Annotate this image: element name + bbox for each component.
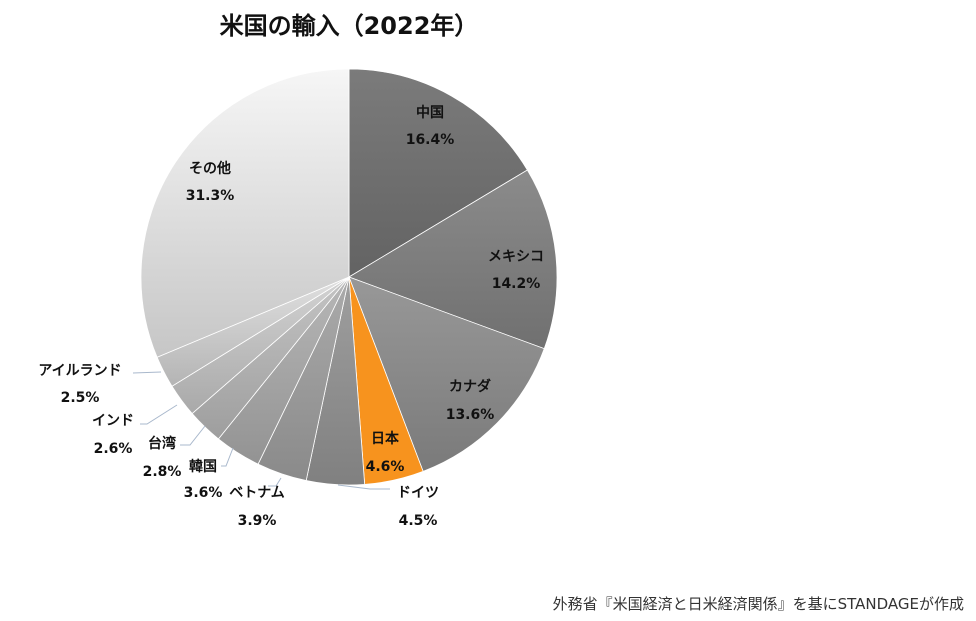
- slice-label: 日本: [371, 430, 400, 447]
- slice-label: 韓国: [189, 458, 217, 475]
- slice-value-label: 3.6%: [184, 485, 223, 501]
- slice-label: ベトナム: [229, 485, 285, 501]
- slice-value-label: 3.9%: [238, 513, 277, 529]
- leader-line: [221, 447, 234, 467]
- pie-slice-1: [348, 169, 558, 350]
- leader-line: [132, 371, 162, 374]
- slice-label: アイルランド: [38, 363, 121, 379]
- pie-slice-0: [348, 68, 528, 278]
- leader-line: [268, 477, 282, 487]
- leader-line: [140, 404, 178, 425]
- slice-label: ドイツ: [397, 485, 439, 501]
- slice-value-label: 13.6%: [446, 407, 495, 423]
- slice-label: メキシコ: [488, 249, 544, 265]
- slice-label: インド: [92, 413, 134, 429]
- source-note: 外務省『米国経済と日米経済関係』を基にSTANDAGEが作成: [552, 595, 964, 613]
- leader-line: [180, 425, 206, 446]
- slice-value-label: 4.5%: [399, 513, 438, 529]
- slice-value-label: 2.8%: [143, 464, 182, 480]
- slice-value-label: 14.2%: [492, 276, 541, 292]
- slice-value-label: 4.6%: [366, 459, 405, 475]
- slice-label: カナダ: [449, 378, 491, 395]
- slice-label: 中国: [416, 104, 444, 121]
- pie-slice-2: [348, 276, 545, 472]
- slice-label: その他: [189, 160, 231, 177]
- chart-title: 米国の輸入（2022年）: [219, 12, 479, 40]
- slice-label: 台湾: [148, 435, 176, 452]
- pie-slice-10: [140, 68, 350, 358]
- slice-value-label: 16.4%: [406, 132, 455, 148]
- slice-value-label: 2.5%: [61, 390, 100, 406]
- slice-value-label: 2.6%: [94, 441, 133, 457]
- slice-value-label: 31.3%: [186, 188, 235, 204]
- leader-line: [337, 484, 390, 490]
